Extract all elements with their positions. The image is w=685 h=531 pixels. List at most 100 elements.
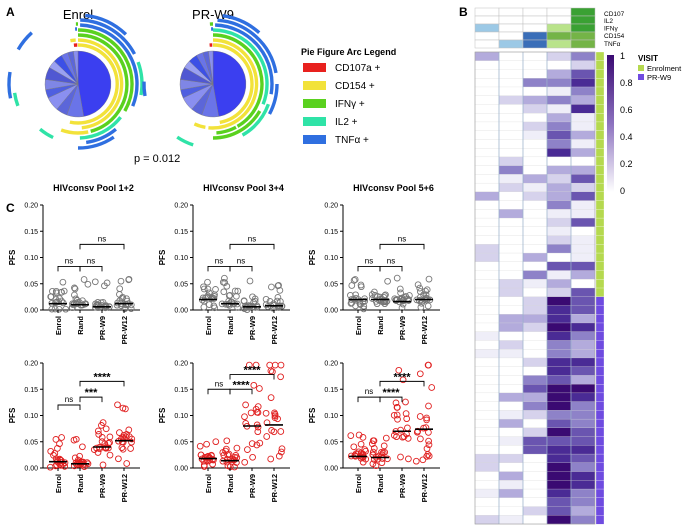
- heatmap-cell: [474, 244, 500, 254]
- heatmap-cell: [522, 86, 548, 97]
- arc-legend: CD107a + CD154 + IFNγ + IL2 + TNFα +: [303, 63, 380, 146]
- data-point: [76, 459, 84, 467]
- significance-label: ns: [215, 379, 223, 388]
- heatmap-cell: [570, 462, 596, 472]
- data-point: [99, 298, 107, 306]
- heatmap-cell: [498, 244, 524, 254]
- heatmap-cell: [570, 471, 596, 481]
- heatmap-cell: [498, 480, 524, 490]
- data-point: [118, 444, 126, 451]
- visit-bar-cell: [595, 86, 605, 97]
- data-point: [355, 448, 363, 456]
- data-point: [55, 305, 63, 313]
- data-point: [267, 394, 275, 401]
- heatmap-cell: [474, 217, 500, 228]
- data-point: [241, 458, 249, 466]
- heatmap-cell: [474, 156, 500, 166]
- heatmap-cell: [474, 252, 500, 263]
- heatmap-cell: [474, 130, 500, 140]
- pie-arc: [77, 38, 124, 130]
- data-point: [50, 451, 57, 459]
- data-point: [219, 278, 227, 286]
- significance-bracket: [79, 265, 103, 272]
- heatmap-top-cell: [546, 31, 572, 41]
- data-point: [390, 411, 398, 419]
- data-point: [424, 451, 432, 458]
- visit-bar-cell: [595, 401, 605, 411]
- data-point: [101, 282, 108, 290]
- heatmap-cell: [474, 488, 500, 499]
- pie-arc: [212, 110, 262, 140]
- x-tick-label: PR-W9: [98, 474, 107, 498]
- data-point: [51, 305, 59, 313]
- y-axis-label: PFS: [158, 407, 167, 423]
- data-point: [425, 402, 432, 410]
- arc-legend-swatch: [303, 99, 326, 108]
- significance-label: ns: [65, 395, 73, 404]
- panel-b-heatmap: CD107 IL2 IFNγ CD154 TNFα 1 0.8 0.6 0.4 …: [474, 7, 682, 525]
- data-point: [357, 440, 365, 448]
- data-point: [422, 291, 430, 299]
- visit-bar-cell: [595, 226, 605, 236]
- pie-arc: [212, 43, 254, 125]
- significance-bracket: [357, 265, 381, 272]
- heatmap-cell: [546, 121, 572, 132]
- data-point: [263, 433, 271, 440]
- data-point: [428, 384, 436, 391]
- heatmap-cell: [474, 226, 500, 236]
- panel-a: Enrol PR-W9 Pie Figure Arc Legend CD107a…: [7, 7, 396, 165]
- data-point: [393, 411, 401, 419]
- heatmap-cell: [570, 261, 596, 271]
- visit-bar-cell: [595, 279, 605, 289]
- data-point: [418, 299, 425, 307]
- y-tick-label: 0.10: [174, 413, 188, 420]
- heatmap-cell: [522, 78, 548, 88]
- data-point: [252, 405, 260, 413]
- heatmap-cell: [570, 182, 596, 193]
- y-tick-label: 0.15: [24, 387, 38, 394]
- data-point: [266, 361, 274, 369]
- heatmap-cell: [522, 279, 548, 289]
- pie-slice: [208, 50, 214, 85]
- data-point: [393, 433, 400, 441]
- heatmap-cell: [522, 471, 548, 481]
- heatmap-cell: [522, 366, 548, 376]
- visit-bar-cell: [595, 147, 605, 158]
- colorbar-max: 1: [620, 51, 625, 61]
- data-point: [123, 460, 131, 467]
- heatmap-cell: [498, 51, 524, 62]
- heatmap-top-cell: [474, 23, 500, 33]
- heatmap-cell: [570, 156, 596, 166]
- data-point: [117, 277, 125, 285]
- heatmap-cell: [498, 78, 524, 88]
- pie-arc: [12, 92, 20, 107]
- significance-label: ****: [93, 371, 111, 383]
- pie-slice: [212, 50, 247, 117]
- significance-bracket: [379, 396, 403, 403]
- heatmap-cell: [570, 349, 596, 359]
- visit-bar-cell: [595, 436, 605, 446]
- heatmap-cell: [570, 200, 596, 210]
- visit-bar-cell: [595, 165, 605, 175]
- heatmap-cell: [546, 375, 572, 385]
- y-tick-label: 0.20: [324, 361, 338, 368]
- x-tick-label: Enrol: [204, 474, 213, 493]
- significance-bracket: [357, 396, 381, 403]
- x-tick-label: PR-W9: [398, 474, 407, 498]
- x-tick-label: PR-W12: [120, 474, 129, 502]
- heatmap-cell: [570, 418, 596, 429]
- data-point: [414, 427, 422, 435]
- data-point: [57, 289, 65, 296]
- data-point: [210, 302, 218, 310]
- heatmap-top-cell: [546, 39, 572, 49]
- data-point: [223, 437, 231, 445]
- heatmap-cell: [474, 427, 500, 437]
- heatmap-cell: [474, 261, 500, 271]
- data-point: [347, 291, 354, 299]
- heatmap-top-cell: [498, 39, 524, 49]
- pie-arc: [80, 23, 139, 107]
- significance-label: ***: [85, 387, 99, 399]
- data-point: [209, 460, 216, 468]
- data-point: [204, 285, 212, 293]
- data-point: [394, 415, 401, 423]
